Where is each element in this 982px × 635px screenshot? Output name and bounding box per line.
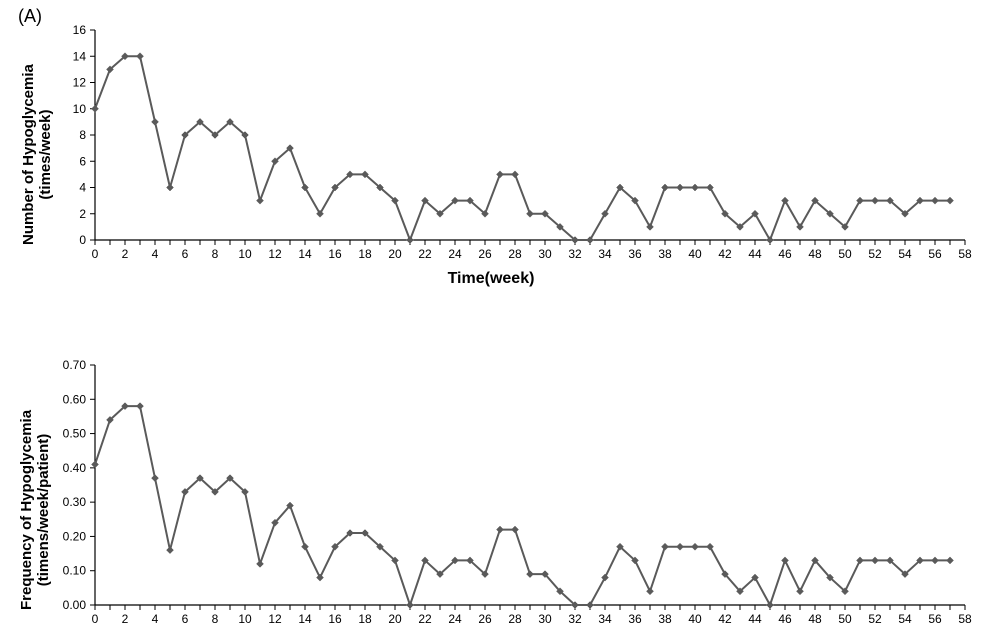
svg-text:20: 20: [388, 247, 402, 261]
svg-text:2: 2: [122, 612, 129, 626]
svg-text:28: 28: [508, 612, 522, 626]
svg-text:56: 56: [928, 612, 942, 626]
svg-text:16: 16: [73, 23, 87, 37]
svg-text:8: 8: [212, 247, 219, 261]
svg-text:26: 26: [478, 247, 492, 261]
svg-text:40: 40: [688, 247, 702, 261]
svg-text:22: 22: [418, 247, 432, 261]
svg-text:12: 12: [268, 247, 282, 261]
svg-text:54: 54: [898, 247, 912, 261]
svg-text:40: 40: [688, 612, 702, 626]
svg-text:14: 14: [298, 612, 312, 626]
svg-text:10: 10: [73, 102, 87, 116]
svg-text:18: 18: [358, 612, 372, 626]
svg-text:50: 50: [838, 612, 852, 626]
svg-text:0: 0: [92, 247, 99, 261]
svg-text:16: 16: [328, 612, 342, 626]
svg-text:12: 12: [73, 76, 87, 90]
svg-text:44: 44: [748, 612, 762, 626]
svg-text:0.50: 0.50: [63, 427, 87, 441]
svg-text:6: 6: [182, 612, 189, 626]
svg-text:14: 14: [73, 49, 87, 63]
svg-text:0: 0: [79, 233, 86, 247]
svg-text:20: 20: [388, 612, 402, 626]
svg-text:50: 50: [838, 247, 852, 261]
svg-text:0.60: 0.60: [63, 392, 87, 406]
svg-text:24: 24: [448, 612, 462, 626]
svg-text:38: 38: [658, 247, 672, 261]
svg-text:38: 38: [658, 612, 672, 626]
svg-text:2: 2: [79, 207, 86, 221]
svg-text:54: 54: [898, 612, 912, 626]
svg-text:28: 28: [508, 247, 522, 261]
svg-text:4: 4: [152, 612, 159, 626]
svg-text:52: 52: [868, 247, 882, 261]
svg-text:14: 14: [298, 247, 312, 261]
panels-container: (A) Number of Hypoglycemia(times/week) T…: [0, 0, 982, 635]
svg-text:42: 42: [718, 247, 732, 261]
svg-text:58: 58: [958, 612, 972, 626]
svg-text:58: 58: [958, 247, 972, 261]
svg-text:0.00: 0.00: [63, 598, 87, 612]
svg-text:30: 30: [538, 247, 552, 261]
svg-text:16: 16: [328, 247, 342, 261]
svg-text:36: 36: [628, 247, 642, 261]
svg-text:34: 34: [598, 612, 612, 626]
svg-text:42: 42: [718, 612, 732, 626]
svg-text:18: 18: [358, 247, 372, 261]
svg-text:34: 34: [598, 247, 612, 261]
svg-text:30: 30: [538, 612, 552, 626]
svg-text:32: 32: [568, 612, 582, 626]
svg-text:22: 22: [418, 612, 432, 626]
svg-text:24: 24: [448, 247, 462, 261]
svg-text:56: 56: [928, 247, 942, 261]
svg-text:48: 48: [808, 612, 822, 626]
svg-text:10: 10: [238, 247, 252, 261]
svg-text:44: 44: [748, 247, 762, 261]
page-root: (A) Number of Hypoglycemia(times/week) T…: [0, 0, 982, 635]
svg-text:32: 32: [568, 247, 582, 261]
svg-text:6: 6: [182, 247, 189, 261]
svg-text:0.10: 0.10: [63, 564, 87, 578]
svg-text:6: 6: [79, 154, 86, 168]
svg-text:0.30: 0.30: [63, 495, 87, 509]
svg-text:0.20: 0.20: [63, 529, 87, 543]
svg-text:46: 46: [778, 612, 792, 626]
svg-text:48: 48: [808, 247, 822, 261]
svg-text:12: 12: [268, 612, 282, 626]
svg-text:36: 36: [628, 612, 642, 626]
svg-text:0.40: 0.40: [63, 461, 87, 475]
svg-text:8: 8: [212, 612, 219, 626]
svg-text:10: 10: [238, 612, 252, 626]
svg-text:52: 52: [868, 612, 882, 626]
charts-svg: 0246810121416024681012141618202224262830…: [0, 0, 982, 635]
svg-text:4: 4: [152, 247, 159, 261]
svg-text:0: 0: [92, 612, 99, 626]
svg-text:8: 8: [79, 128, 86, 142]
svg-text:26: 26: [478, 612, 492, 626]
svg-text:0.70: 0.70: [63, 358, 87, 372]
svg-text:46: 46: [778, 247, 792, 261]
svg-text:2: 2: [122, 247, 129, 261]
svg-text:4: 4: [79, 181, 86, 195]
